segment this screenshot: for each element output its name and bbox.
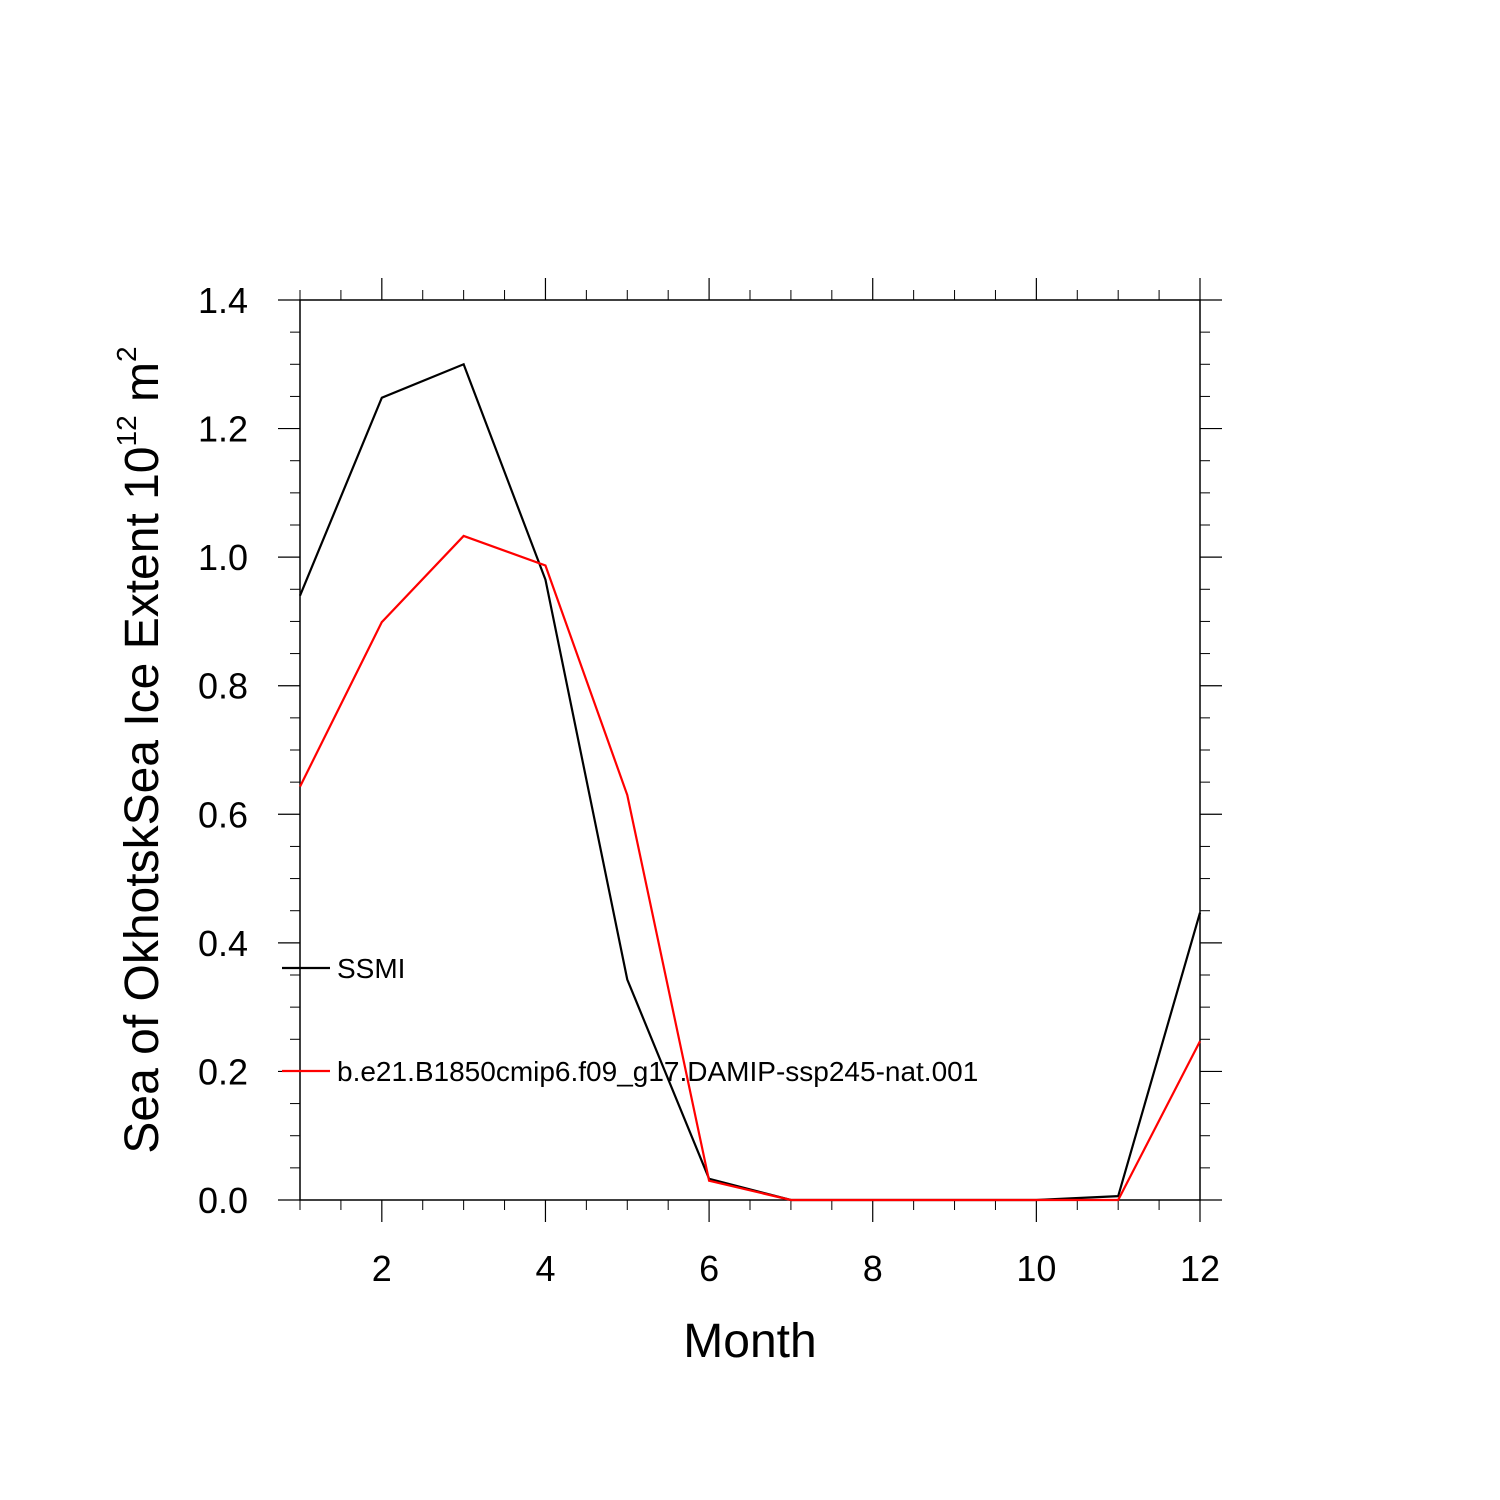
x-tick-label: 10 [1016, 1248, 1056, 1289]
y-tick-label: 1.0 [198, 537, 248, 578]
x-tick-label: 8 [863, 1248, 883, 1289]
y-axis-title-exponent: 12 [111, 415, 142, 446]
series-layer [298, 362, 1202, 1202]
y-axis-title-unit: m [116, 362, 169, 415]
x-tick-label: 12 [1180, 1248, 1220, 1289]
legend-label: SSMI [337, 953, 405, 984]
y-tick-label: 0.0 [198, 1180, 248, 1221]
tick-marks [278, 278, 1222, 1222]
x-axis-title: Month [683, 1315, 816, 1368]
legend-label: b.e21.B1850cmip6.f09_g17.DAMIP-ssp245-na… [337, 1056, 978, 1087]
y-tick-label: 0.8 [198, 666, 248, 707]
x-tick-label: 4 [535, 1248, 555, 1289]
x-tick-label: 2 [372, 1248, 392, 1289]
legend: SSMI b.e21.B1850cmip6.f09_g17.DAMIP-ssp24… [282, 953, 978, 1087]
x-tick-label: 6 [699, 1248, 719, 1289]
y-axis-title-main: Sea of OkhotskSea Ice Extent 10 [116, 446, 169, 1153]
plot-frame [299, 299, 1201, 1201]
y-tick-label: 0.2 [198, 1051, 248, 1092]
series-line-2 [299, 534, 1201, 1202]
y-tick-label: 0.6 [198, 794, 248, 835]
y-tick-label: 1.2 [198, 409, 248, 450]
y-axis-title-unit-exponent: 2 [111, 346, 142, 362]
y-tick-label: 1.4 [198, 280, 248, 321]
tick-labels: 2 4 6 8 10 12 0.0 0.2 0.4 0.6 0.8 1.0 1.2 1.4 [198, 280, 1220, 1289]
y-axis-title: Sea of OkhotskSea Ice Extent 1012 m2 [111, 346, 169, 1153]
y-tick-label: 0.4 [198, 923, 248, 964]
